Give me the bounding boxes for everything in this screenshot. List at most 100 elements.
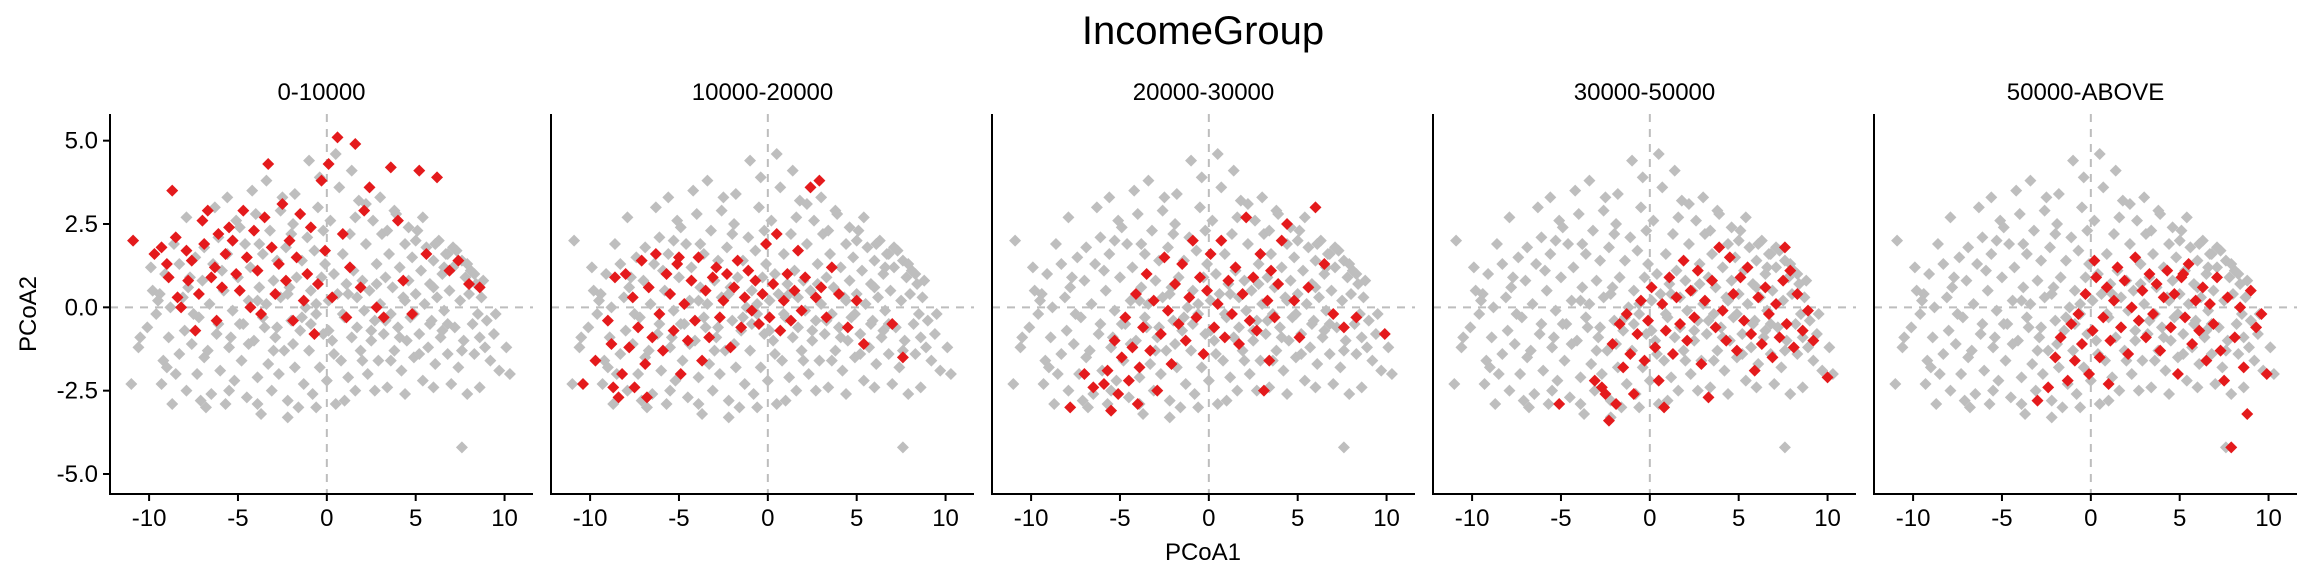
background-point (267, 344, 280, 357)
background-point (2059, 254, 2072, 267)
highlight-point (2065, 318, 2078, 330)
highlight-point (1634, 294, 1647, 307)
background-point (260, 298, 273, 310)
background-point (345, 164, 358, 177)
highlight-point (384, 161, 397, 174)
background-point (1969, 388, 1982, 400)
background-point (847, 251, 860, 264)
background-point (281, 288, 294, 300)
background-point (1971, 258, 1984, 270)
background-point (1195, 171, 1208, 184)
background-point (2047, 281, 2060, 294)
background-point (726, 228, 739, 240)
background-point (1951, 308, 1964, 320)
background-point (617, 291, 630, 304)
background-point (1796, 381, 1809, 394)
highlight-point (215, 281, 228, 294)
highlight-point (2150, 278, 2163, 290)
highlight-point (1350, 311, 1363, 324)
background-point (2031, 274, 2044, 287)
y-tick-label: -5.0 (57, 461, 98, 488)
background-point (1499, 291, 1512, 304)
highlight-point (1318, 258, 1331, 270)
background-point (2086, 294, 2099, 307)
background-point (1138, 311, 1151, 324)
background-point (790, 211, 803, 224)
background-point (621, 211, 634, 224)
background-point (358, 304, 371, 317)
background-point (1528, 388, 1541, 400)
background-point (600, 268, 613, 280)
background-point (729, 361, 742, 374)
highlight-point (1133, 361, 1146, 374)
background-point (2216, 361, 2229, 374)
background-point (1170, 188, 1183, 200)
background-point (203, 298, 216, 310)
highlight-point (1215, 234, 1228, 247)
background-point (313, 361, 326, 374)
highlight-point (1599, 388, 1612, 400)
highlight-point (297, 294, 310, 307)
background-point (1668, 331, 1681, 344)
highlight-point (1627, 388, 1640, 400)
background-point (744, 344, 757, 357)
background-point (754, 171, 767, 184)
background-point (1209, 268, 1222, 280)
highlight-point (699, 284, 712, 297)
highlight-point (1691, 264, 1704, 277)
background-point (479, 341, 492, 354)
background-point (1110, 374, 1123, 387)
highlight-point (262, 158, 275, 170)
highlight-point (1236, 288, 1249, 300)
background-point (1009, 234, 1022, 247)
background-point (795, 344, 808, 357)
background-point (1241, 198, 1254, 210)
background-point (1978, 364, 1991, 377)
background-point (1990, 304, 2003, 317)
background-point (722, 411, 735, 424)
background-point (267, 274, 280, 287)
background-point (1944, 384, 1957, 397)
background-point (792, 321, 805, 334)
y-axis: 5.0 2.5 0.0 -2.5 -5.0 (57, 128, 110, 488)
background-point (367, 214, 380, 227)
highlight-point (1183, 291, 1196, 304)
background-point (1240, 304, 1253, 317)
background-point (1062, 384, 1075, 397)
background-point (1583, 298, 1596, 310)
background-point (303, 154, 316, 167)
highlight-point (1780, 318, 1793, 330)
highlight-point (1613, 318, 1626, 330)
highlight-point (413, 164, 426, 177)
panel-label: 30000-50000 (1574, 79, 1715, 106)
highlight-point (1663, 271, 1676, 284)
background-point (333, 181, 346, 194)
background-point (1007, 378, 1020, 390)
highlight-point (688, 314, 701, 327)
highlight-point (760, 238, 773, 250)
background-point (1464, 321, 1477, 334)
highlight-point (240, 251, 253, 264)
background-point (1666, 228, 1679, 240)
background-point (1937, 348, 1950, 360)
background-point (632, 368, 645, 380)
background-point (861, 241, 874, 254)
background-point (811, 258, 824, 270)
highlight-point (171, 291, 184, 304)
background-point (226, 304, 239, 317)
highlight-point (1652, 374, 1665, 387)
highlight-point (343, 261, 356, 274)
background-point (1044, 331, 1057, 344)
background-point (1382, 341, 1395, 354)
highlight-point (1186, 234, 1199, 247)
highlight-point (2221, 291, 2234, 304)
background-point (934, 364, 947, 377)
highlight-point (1631, 328, 1644, 340)
background-point (699, 321, 712, 334)
background-point (2170, 251, 2183, 264)
background-point (1135, 238, 1148, 250)
highlight-point (1243, 314, 1256, 327)
highlight-point (210, 314, 223, 327)
highlight-point (2068, 354, 2081, 367)
background-point (857, 374, 870, 387)
